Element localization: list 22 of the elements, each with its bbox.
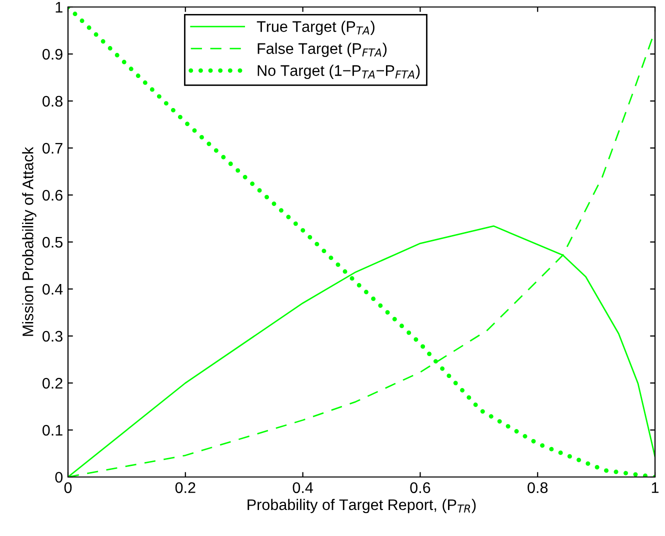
x-tick-label: 1 — [652, 482, 659, 493]
legend-label: No Target (1−P$_{TA}$−P$_{FTA}$) — [258, 64, 420, 79]
x-axis-title: Probability of Target Report, (P$_{TR}$) — [248, 498, 476, 514]
x-tick-label: 0.4 — [292, 482, 313, 494]
y-tick-label: 0.1 — [42, 424, 62, 436]
x-tick-label: 0 — [64, 482, 72, 494]
legend-label: False Target (P$_{FTA}$) — [258, 42, 387, 57]
y-tick-label: 0.3 — [42, 330, 62, 342]
y-tick-label: 0 — [55, 472, 63, 483]
x-tick-label: 0.6 — [410, 482, 430, 494]
y-tick-label: 0.4 — [42, 284, 63, 295]
y-tick-label: 0.6 — [42, 190, 62, 201]
x-tick-label: 0.8 — [528, 482, 548, 494]
y-tick-label: 0.2 — [42, 378, 62, 389]
y-tick-label: 1 — [56, 2, 62, 13]
x-tick-label: 0.2 — [175, 482, 196, 494]
y-tick-label: 0.9 — [42, 48, 62, 60]
y-tick-label: 0.7 — [42, 142, 62, 154]
y-tick-label: 0.8 — [42, 96, 62, 107]
y-axis-title: Mission Probability of Attack — [22, 146, 36, 336]
y-tick-label: 0.5 — [42, 236, 62, 248]
legend-label: True Target (P$_{TA}$) — [256, 20, 374, 35]
